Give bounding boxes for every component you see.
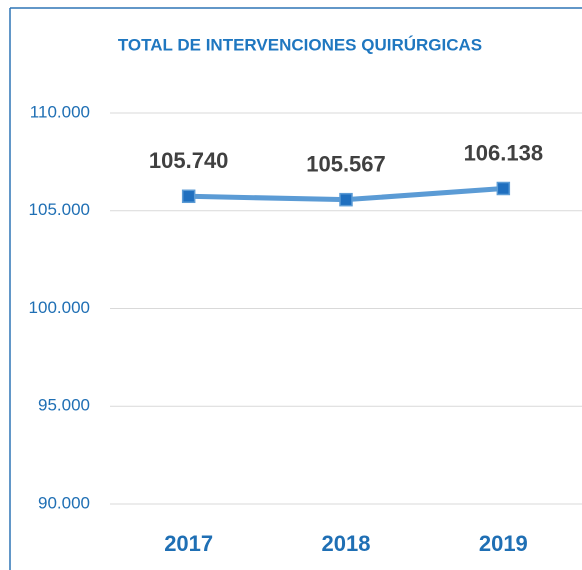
y-tick-label: 100.000 [29, 298, 90, 317]
x-tick-label: 2018 [322, 531, 371, 556]
x-tick-label: 2017 [164, 531, 213, 556]
y-tick-label: 110.000 [30, 102, 90, 121]
marker [339, 192, 353, 207]
marker [181, 189, 196, 204]
data-label: 105.740 [149, 148, 229, 173]
data-label: 106.138 [464, 140, 544, 165]
y-tick-label: 95.000 [38, 396, 90, 415]
chart-title: TOTAL DE INTERVENCIONES QUIRÚRGICAS [118, 35, 482, 54]
y-tick-label: 90.000 [38, 493, 90, 512]
data-label: 105.567 [306, 151, 386, 176]
marker [496, 181, 511, 196]
y-tick-label: 105.000 [29, 200, 90, 219]
x-tick-label: 2019 [479, 531, 528, 556]
